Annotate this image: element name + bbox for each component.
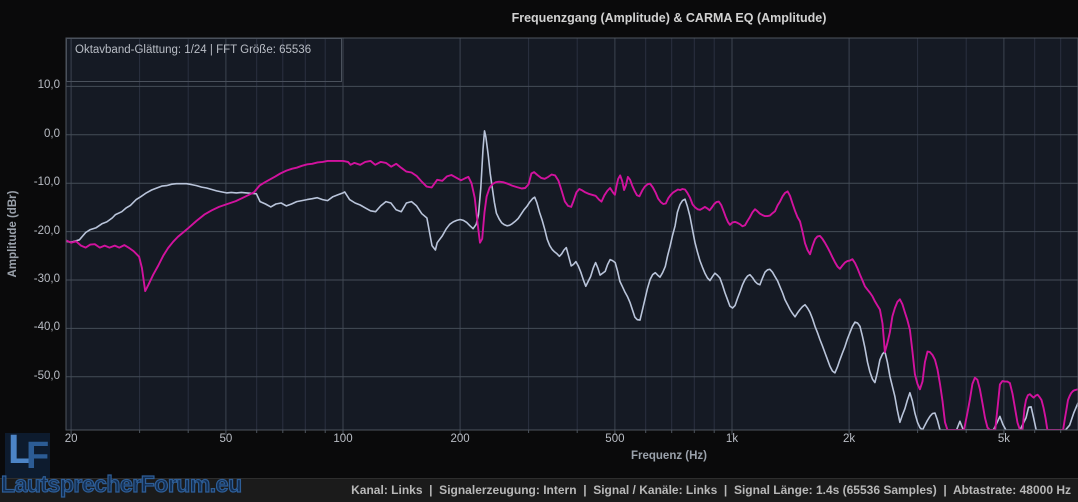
y-tick-label: -50,0 — [33, 369, 60, 382]
logo-letter-l: L — [8, 433, 34, 472]
status-bar: Kanal: Links | Signalerzeugung: Intern |… — [0, 478, 1078, 502]
y-tick-label: -20,0 — [33, 224, 60, 237]
x-tick-label: 50 — [219, 433, 233, 445]
chart-title: Frequenzgang (Amplitude) & CARMA EQ (Amp… — [511, 11, 827, 25]
y-tick-label: 10,0 — [37, 79, 60, 92]
y-tick-label: -40,0 — [33, 321, 60, 334]
y-axis-title: Amplitude (dBr) — [7, 190, 19, 278]
x-tick-label: 2k — [843, 433, 856, 445]
y-tick-label: -10,0 — [33, 176, 60, 189]
x-axis-title: Frequenz (Hz) — [630, 450, 708, 462]
plot-border — [65, 37, 1078, 431]
logo-letter-f: F — [26, 435, 50, 477]
smoothing-fft-info-text: Oktavband-Glättung: 1/24 | FFT Größe: 65… — [75, 44, 312, 56]
x-tick-label: 1k — [725, 433, 739, 445]
smoothing-fft-info-box: Oktavband-Glättung: 1/24 | FFT Größe: 65… — [66, 38, 342, 82]
lautsprecherforum-logo: L F — [5, 433, 50, 478]
x-tick-label: 100 — [333, 433, 353, 445]
lautsprecherforum-watermark: LautsprecherForum.eu — [0, 470, 242, 497]
x-tick-label: 500 — [605, 433, 625, 445]
curve-carma-eq[interactable] — [66, 159, 1078, 430]
status-bar-text: Kanal: Links | Signalerzeugung: Intern |… — [351, 483, 1071, 497]
x-tick-label: 200 — [450, 433, 470, 445]
y-tick-label: -30,0 — [33, 273, 60, 285]
curve-frequenzgang[interactable] — [66, 130, 1078, 430]
y-tick-label: 0,0 — [44, 127, 60, 140]
x-tick-label: 20 — [64, 433, 78, 445]
x-tick-label: 5k — [997, 433, 1010, 445]
plot-background — [66, 38, 1078, 430]
